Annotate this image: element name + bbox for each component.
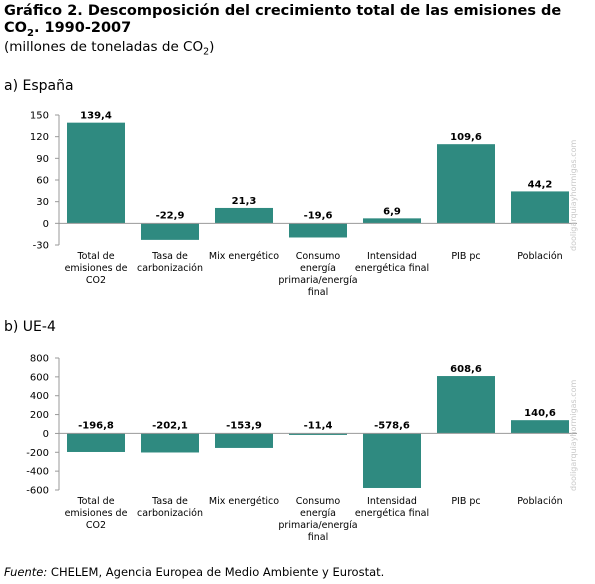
y-tick-label: -200 bbox=[26, 448, 49, 459]
y-tick-label: 90 bbox=[36, 154, 49, 165]
x-category-label: Mix energético bbox=[209, 496, 279, 507]
bar-value-label: -196,8 bbox=[78, 420, 114, 431]
bar bbox=[363, 433, 421, 488]
watermark-eu4: dooligarquiayhormigas.com bbox=[569, 379, 578, 491]
bar bbox=[437, 144, 495, 224]
bar bbox=[141, 223, 199, 240]
y-tick-label: 0 bbox=[43, 219, 49, 230]
x-category-label: Intensidad energética final bbox=[355, 251, 429, 274]
x-category-label: Total de emisiones de CO2 bbox=[65, 496, 128, 531]
y-tick-label: 120 bbox=[30, 132, 49, 143]
panel-label-spain: a) España bbox=[4, 78, 74, 94]
x-category-label: Total de emisiones de CO2 bbox=[65, 251, 128, 286]
x-category-label: Intensidad energética final bbox=[355, 496, 429, 519]
x-category-label: Consumo energía primaria/energía final bbox=[278, 496, 357, 543]
bar-value-label: 21,3 bbox=[232, 196, 257, 207]
bar bbox=[511, 420, 569, 434]
x-category-label: Tasa de carbonización bbox=[137, 251, 203, 274]
bar-value-label: 139,4 bbox=[80, 111, 112, 122]
bar bbox=[437, 376, 495, 434]
chart-spain: -30 0 30 60 90 120 150 139,4 Total de emisiones d… bbox=[30, 111, 577, 298]
y-tick-label: -400 bbox=[26, 467, 49, 478]
x-category-label: Población bbox=[517, 496, 562, 507]
source-note: Fuente: CHELEM, Agencia Europea de Medio… bbox=[4, 565, 385, 579]
x-category-label: Tasa de carbonización bbox=[137, 496, 203, 519]
chart-subtitle: (millones de toneladas de CO2) bbox=[4, 39, 215, 58]
x-category-label: PIB pc bbox=[451, 251, 480, 262]
bar-value-label: -11,4 bbox=[304, 420, 333, 431]
x-category-label: PIB pc bbox=[451, 496, 480, 507]
y-tick-label: 30 bbox=[36, 197, 49, 208]
bar bbox=[141, 433, 199, 453]
y-tick-label: 600 bbox=[30, 372, 49, 383]
bar-value-label: -22,9 bbox=[156, 210, 185, 221]
x-category-label: Consumo energía primaria/energía final bbox=[278, 251, 357, 298]
bar-value-label: 109,6 bbox=[450, 132, 482, 143]
x-category-label: Población bbox=[517, 251, 562, 262]
y-tick-label: 200 bbox=[30, 410, 49, 421]
bar-value-label: -19,6 bbox=[304, 210, 333, 221]
bar bbox=[363, 218, 421, 224]
bar bbox=[67, 122, 125, 224]
y-tick-label: -30 bbox=[33, 241, 49, 252]
bar-value-label: -578,6 bbox=[374, 420, 410, 431]
bar-value-label: -153,9 bbox=[226, 420, 262, 431]
x-category-label: Mix energético bbox=[209, 251, 279, 262]
panel-label-eu4: b) UE-4 bbox=[4, 319, 56, 335]
bar-value-label: -202,1 bbox=[152, 420, 188, 431]
bar-value-label: 6,9 bbox=[383, 206, 401, 217]
y-tick-label: 400 bbox=[30, 391, 49, 402]
bar bbox=[511, 191, 569, 224]
bar-value-label: 44,2 bbox=[528, 179, 553, 190]
chart-eu4: -600 -400 -200 0 200 400 600 800 -196,8 Total de e… bbox=[26, 354, 577, 543]
y-tick-label: 800 bbox=[30, 354, 49, 365]
bar-value-label: 608,6 bbox=[450, 364, 482, 375]
bar bbox=[215, 207, 273, 224]
watermark-spain: dooligarquiayhormigas.com bbox=[569, 139, 578, 251]
bar bbox=[289, 223, 347, 238]
y-tick-label: 60 bbox=[36, 176, 49, 187]
bar-value-label: 140,6 bbox=[524, 408, 556, 419]
chart-title: Gráfico 2. Descomposición del crecimient… bbox=[4, 3, 562, 39]
y-tick-label: 0 bbox=[43, 429, 49, 440]
bar bbox=[215, 433, 273, 448]
y-tick-label: -600 bbox=[26, 486, 49, 497]
y-tick-label: 150 bbox=[30, 111, 49, 122]
bar bbox=[289, 433, 347, 435]
bar bbox=[67, 433, 125, 452]
